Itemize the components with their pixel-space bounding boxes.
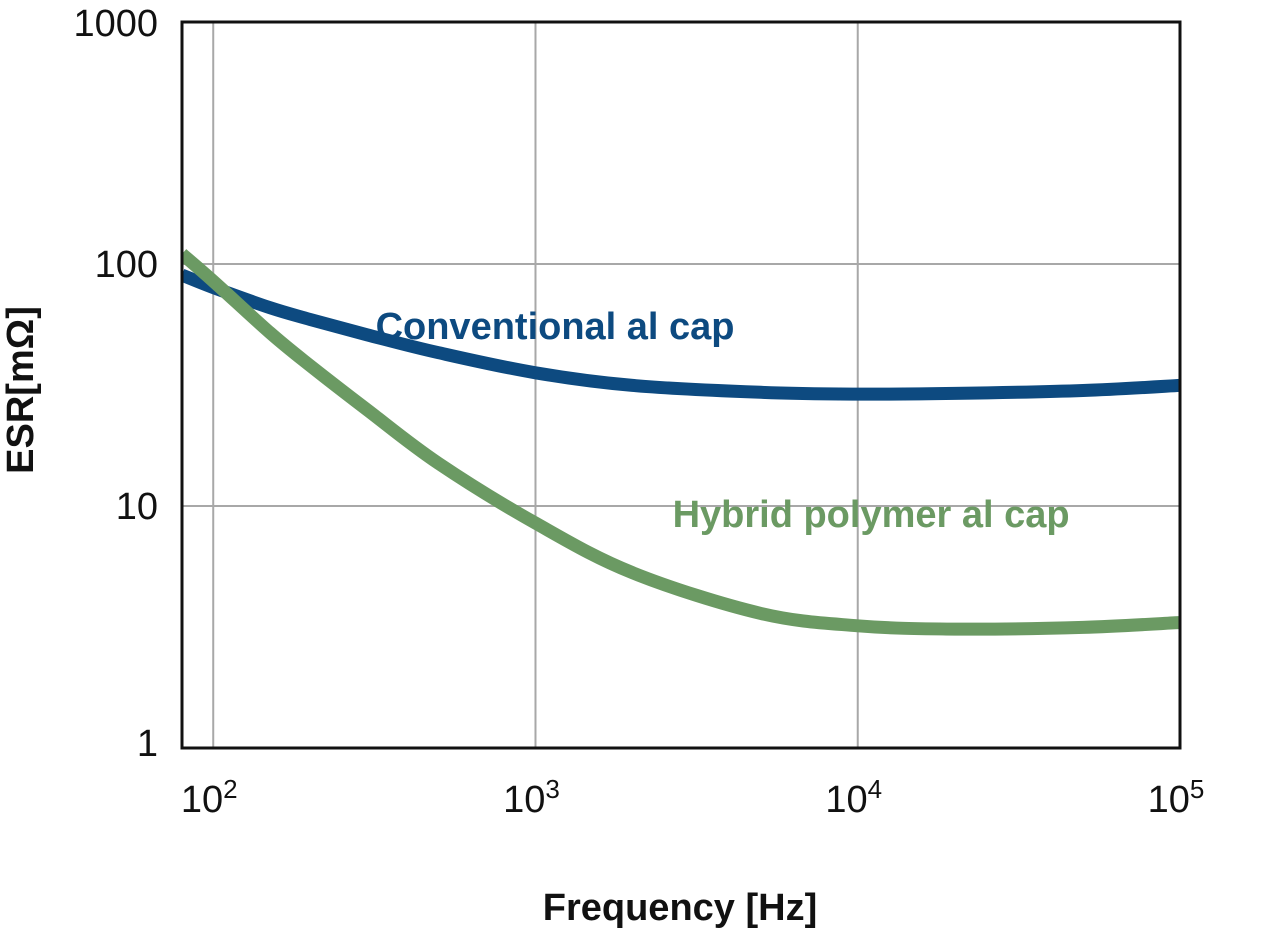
y-tick-label: 10 — [116, 486, 158, 528]
series-label-0: Conventional al cap — [376, 306, 735, 348]
x-tick-base: 10 — [181, 779, 223, 821]
x-tick-label: 105 — [1148, 774, 1205, 821]
y-tick-label: 100 — [95, 244, 158, 286]
x-tick-base: 10 — [825, 779, 867, 821]
x-tick-label-text: 105 — [1148, 774, 1205, 821]
x-tick-label: 102 — [181, 774, 238, 821]
x-tick-base: 10 — [503, 779, 545, 821]
x-tick-exponent: 4 — [868, 774, 882, 804]
series-line-1 — [182, 249, 1180, 636]
x-tick-label-text: 103 — [503, 774, 560, 821]
x-tick-exponent: 3 — [545, 774, 559, 804]
x-tick-label-text: 104 — [825, 774, 882, 821]
series-labels: Conventional al cap Hybrid polymer al cap — [376, 306, 1070, 536]
series-lines — [182, 249, 1180, 636]
x-axis-title: Frequency [Hz] — [543, 887, 817, 929]
x-tick-label: 103 — [503, 774, 560, 821]
series-label-1: Hybrid polymer al cap — [673, 494, 1070, 536]
x-axis-ticks: 102 103 104 105 — [181, 774, 1205, 821]
x-tick-base: 10 — [1148, 779, 1190, 821]
series-line-0 — [182, 269, 1180, 401]
x-tick-exponent: 2 — [223, 774, 237, 804]
y-axis-ticks: 1 10 100 1000 — [73, 3, 158, 765]
x-tick-label-text: 102 — [181, 774, 238, 821]
x-tick-exponent: 5 — [1190, 774, 1204, 804]
plot-frame — [180, 20, 1182, 750]
y-tick-label: 1000 — [73, 3, 158, 45]
y-axis-title: ESR[mΩ] — [0, 306, 42, 474]
y-tick-label: 1 — [137, 723, 158, 765]
x-tick-label: 104 — [825, 774, 882, 821]
grid — [182, 22, 1180, 748]
